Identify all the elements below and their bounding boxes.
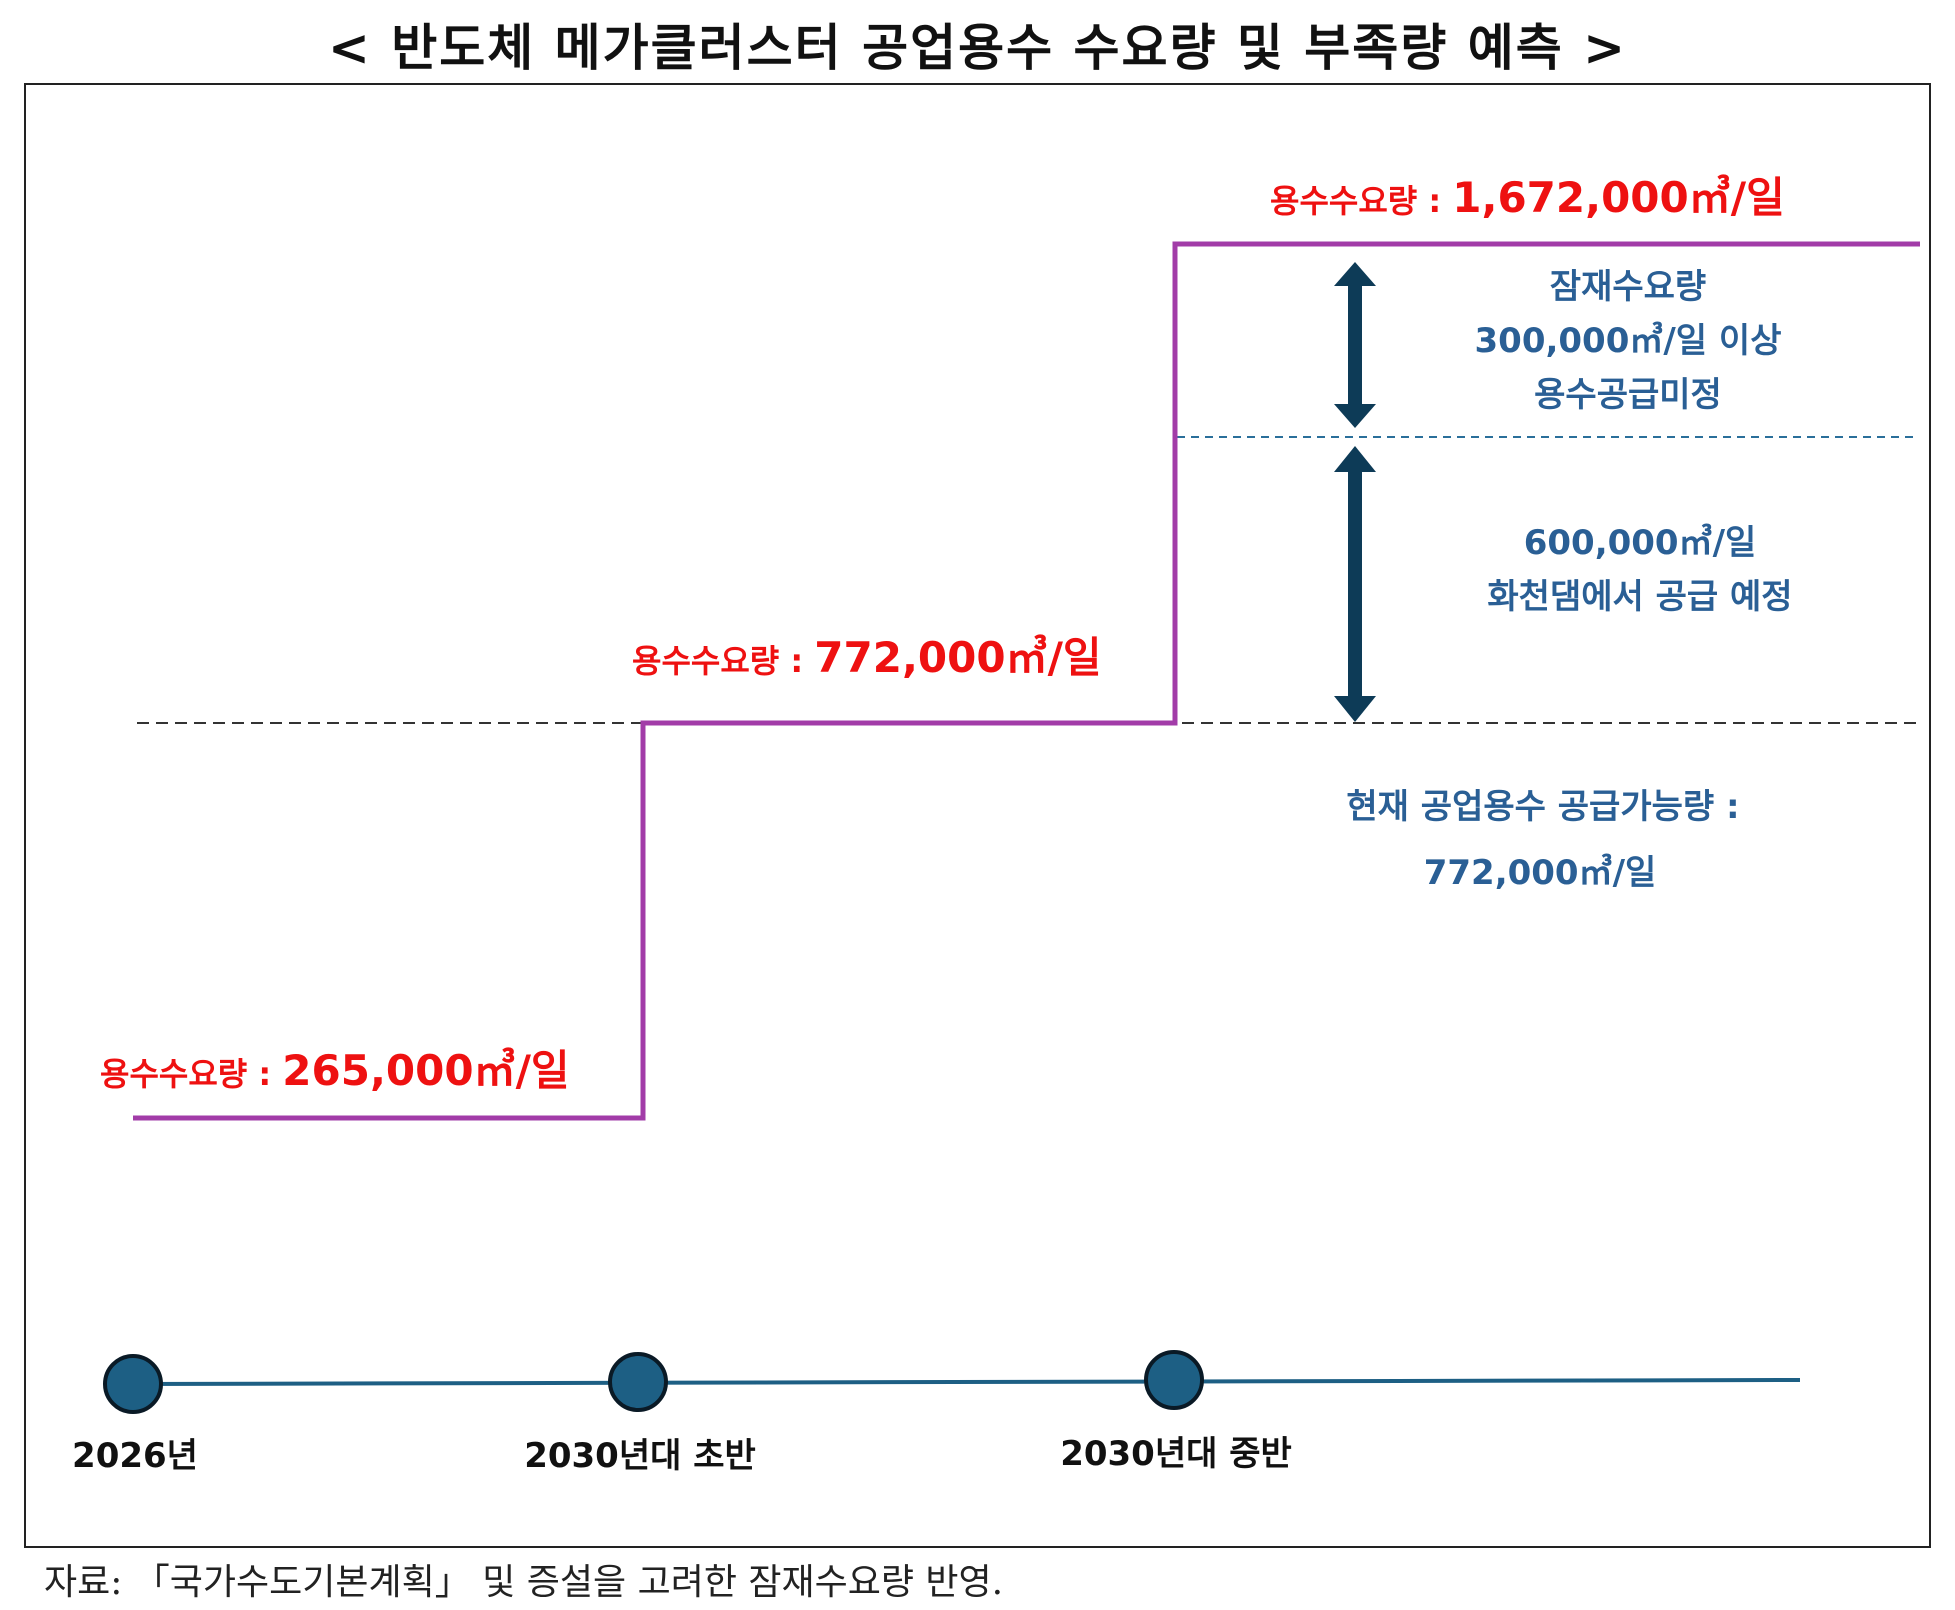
- planned-supply-amount: 600,000㎥/일: [1524, 523, 1757, 563]
- timeline-axis: [132, 1378, 1801, 1386]
- demand-label-mid-2030s: 용수수요량 : 1,672,000㎥/일: [1270, 173, 1785, 222]
- timeline-label-early-2030s: 2030년대 초반: [524, 1436, 756, 1476]
- page-title: < 반도체 메가클러스터 공업용수 수요량 및 부족량 예측 >: [327, 19, 1628, 77]
- demand-label-2026: 용수수요량 : 265,000㎥/일: [100, 1046, 570, 1095]
- timeline-label-2026: 2026년: [72, 1436, 198, 1476]
- planned-supply-arrow: [1334, 446, 1376, 722]
- timeline-label-mid-2030s: 2030년대 중반: [1060, 1434, 1292, 1474]
- potential-demand-arrow: [1334, 262, 1376, 428]
- timeline-dot-early-2030s: [608, 1352, 668, 1412]
- current-supply-amount: 772,000㎥/일: [1424, 853, 1657, 893]
- potential-demand-title: 잠재수요량: [1550, 267, 1706, 307]
- timeline-dot-mid-2030s: [1144, 1350, 1204, 1410]
- planned-supply-source: 화천댐에서 공급 예정: [1487, 577, 1792, 617]
- current-supply-label: 현재 공업용수 공급가능량 :: [1346, 787, 1739, 827]
- diagram-frame: [24, 83, 1931, 1548]
- demand-label-early-2030s: 용수수요량 : 772,000㎥/일: [632, 633, 1102, 682]
- timeline-dot-2026: [103, 1354, 163, 1414]
- source-note: 자료: 「국가수도기본계획」 및 증설을 고려한 잠재수요량 반영.: [44, 1562, 1004, 1603]
- demand-step-line: [133, 241, 1920, 1121]
- potential-demand-amount: 300,000㎥/일 이상: [1475, 321, 1782, 361]
- potential-demand-status: 용수공급미정: [1534, 375, 1722, 415]
